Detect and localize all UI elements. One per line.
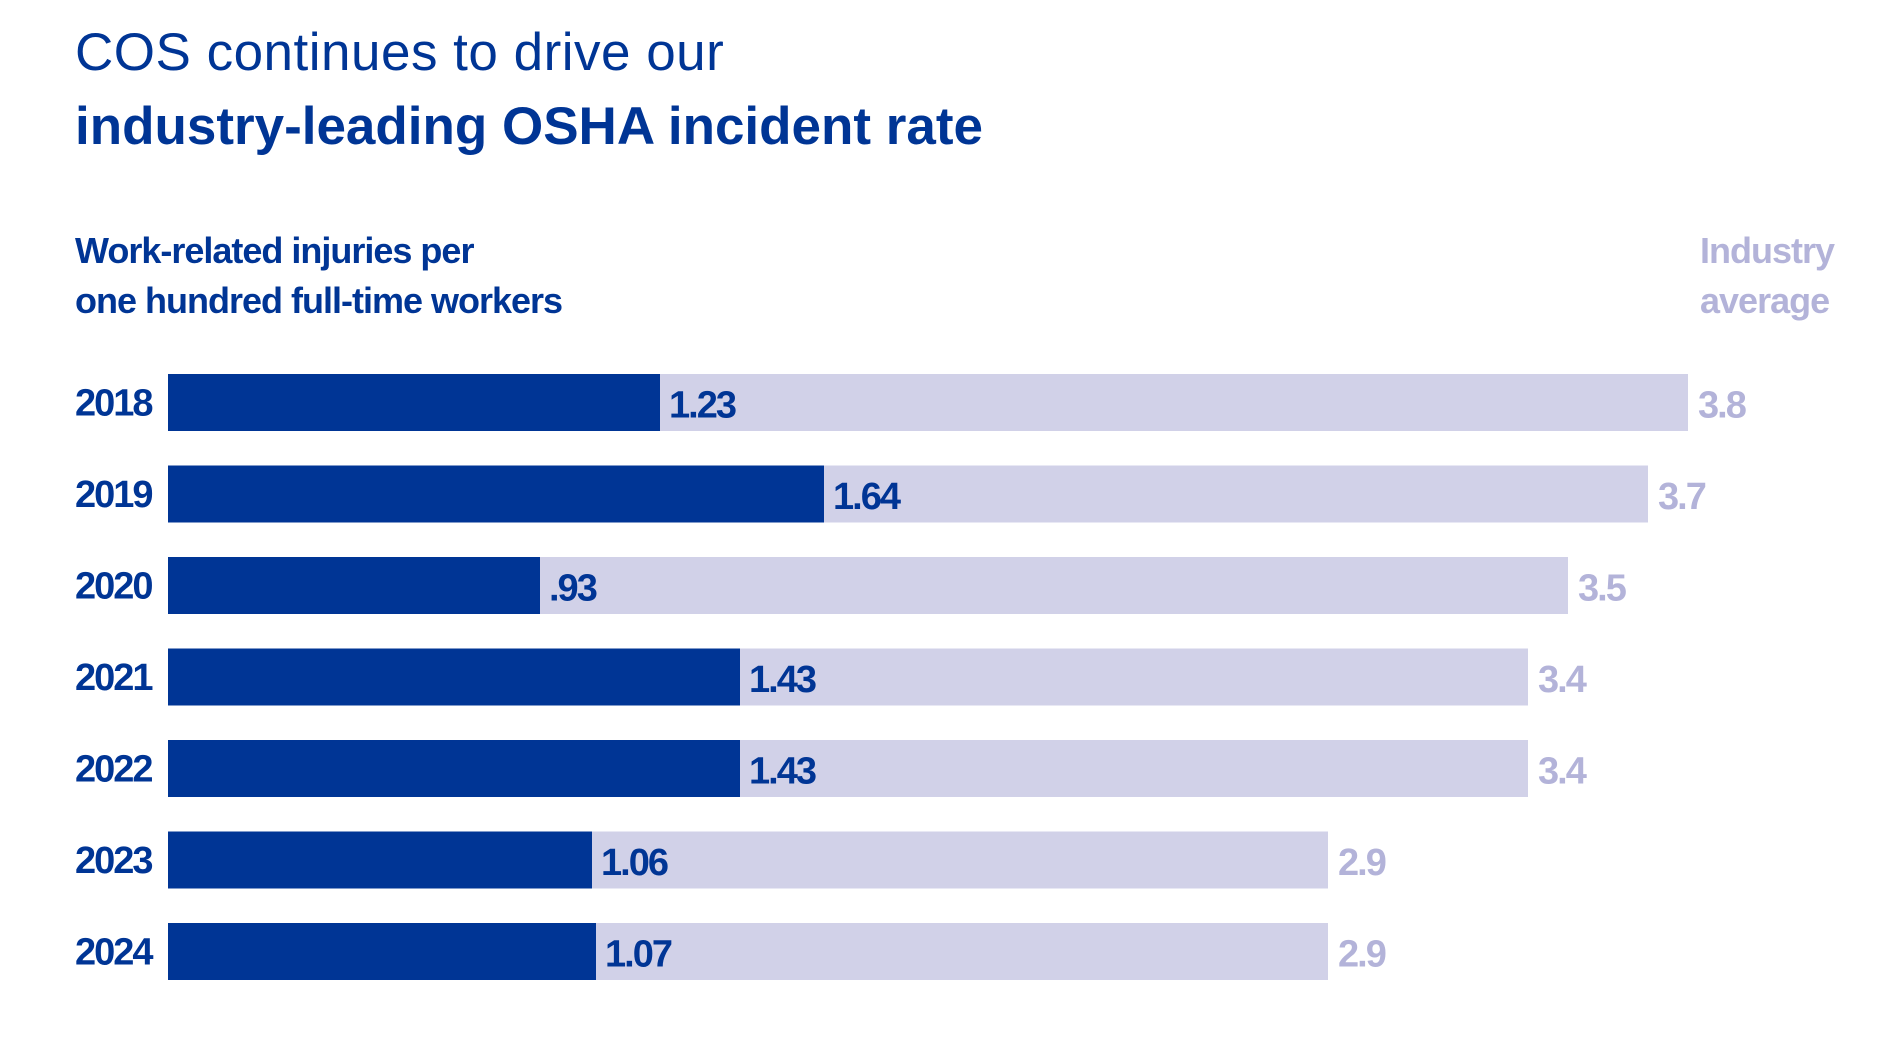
cos-value-label: 1.06 — [601, 842, 668, 884]
cos-value-label: 1.07 — [605, 934, 672, 976]
cos-value-label: 1.64 — [833, 476, 901, 518]
cos-value-label: 1.23 — [669, 385, 736, 427]
year-label: 2020 — [75, 566, 152, 608]
cos-bar — [168, 557, 540, 614]
title-line-2: industry-leading OSHA incident rate — [75, 97, 983, 156]
cos-value-label: 1.43 — [749, 659, 816, 701]
year-label: 2021 — [75, 657, 153, 699]
year-label: 2024 — [75, 932, 153, 974]
industry-value-label: 3.4 — [1538, 659, 1587, 701]
year-label: 2019 — [75, 474, 152, 516]
cos-bar — [168, 831, 592, 889]
year-label: 2022 — [75, 749, 152, 791]
industry-value-label: 3.8 — [1698, 385, 1746, 427]
industry-value-label: 2.9 — [1338, 934, 1386, 976]
series-label-line-2: one hundred full-time workers — [75, 280, 563, 321]
series-label-industry: Industry average — [1700, 226, 1835, 326]
cos-bar — [168, 374, 660, 431]
cos-value-label: 1.43 — [749, 751, 816, 793]
series-label-line-1: Work-related injuries per — [75, 230, 474, 271]
industry-label-line-2: average — [1700, 280, 1830, 321]
series-label-cos: Work-related injuries per one hundred fu… — [75, 226, 563, 326]
industry-value-label: 3.7 — [1658, 476, 1706, 518]
title-line-1: COS continues to drive our — [75, 23, 725, 82]
industry-value-label: 3.5 — [1578, 568, 1627, 610]
year-label: 2023 — [75, 840, 152, 882]
cos-value-label: .93 — [549, 568, 597, 610]
industry-value-label: 3.4 — [1538, 751, 1587, 793]
cos-bar — [168, 740, 740, 797]
year-label: 2018 — [75, 383, 152, 425]
industry-label-line-1: Industry — [1700, 230, 1835, 271]
industry-value-label: 2.9 — [1338, 842, 1386, 884]
cos-bar — [168, 465, 824, 523]
cos-bar — [168, 648, 740, 706]
cos-bar — [168, 923, 596, 980]
